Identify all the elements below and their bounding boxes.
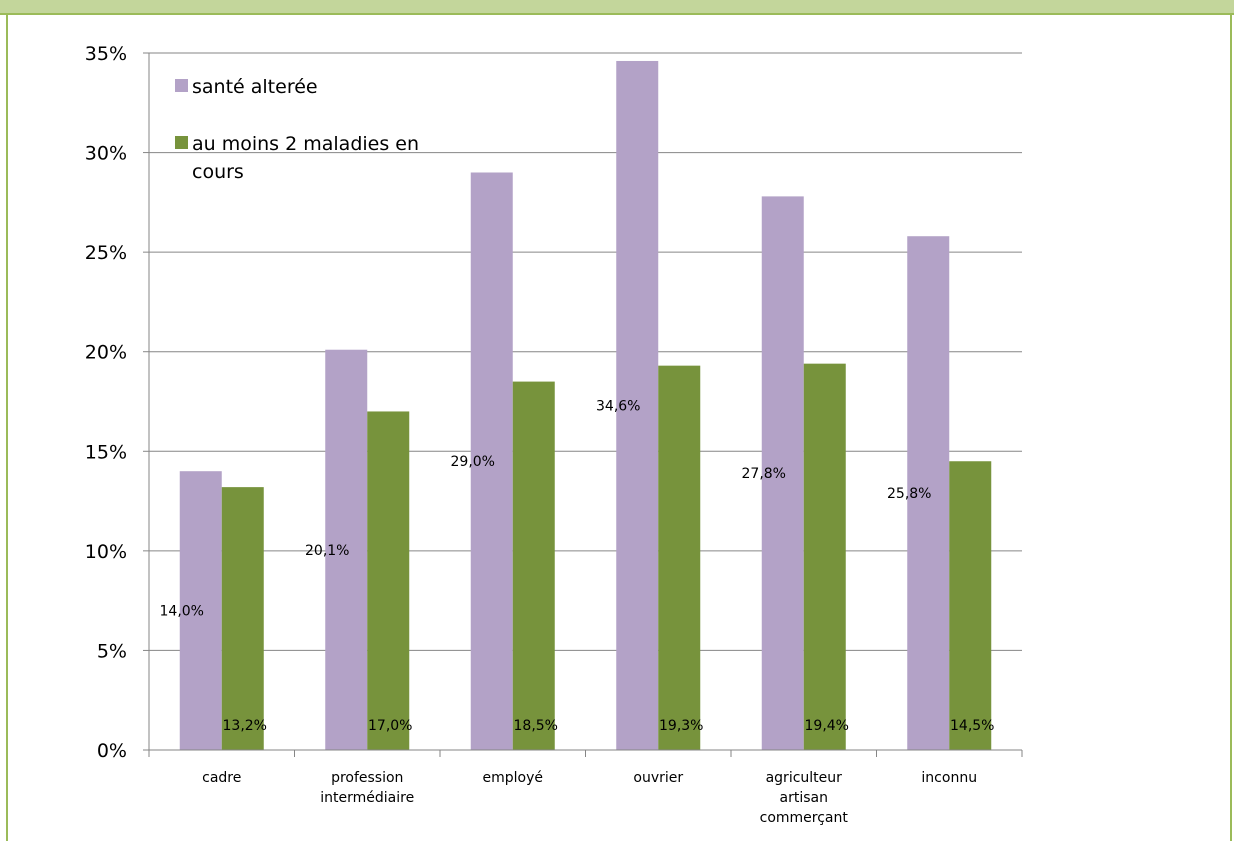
category-label: inconnu [921, 770, 977, 786]
data-label-maladies: 18,5% [514, 718, 558, 734]
data-label-sante-alteree: 34,6% [596, 398, 640, 414]
data-label-maladies: 19,3% [659, 718, 703, 734]
legend-swatch-sante-alteree [175, 79, 188, 92]
y-tick-label: 30% [85, 143, 127, 165]
y-tick-label: 25% [85, 242, 127, 264]
y-tick-label: 35% [85, 43, 127, 65]
bar-maladies [658, 365, 701, 750]
header-band [0, 0, 1234, 15]
bar-sante-alteree [907, 236, 950, 750]
bar-maladies [949, 461, 992, 750]
data-label-maladies: 19,4% [805, 718, 849, 734]
legend-label-sante-alteree: santé alterée [192, 76, 318, 98]
data-label-sante-alteree: 25,8% [887, 486, 931, 502]
y-tick-label: 10% [85, 541, 127, 563]
y-tick-label: 0% [97, 740, 127, 762]
bar-sante-alteree [179, 471, 222, 750]
bar-maladies [221, 487, 264, 750]
right-border [1230, 13, 1232, 841]
legend-swatch-maladies [175, 136, 188, 149]
data-label-maladies: 17,0% [368, 718, 412, 734]
bar-maladies [512, 381, 555, 750]
category-label: employé [483, 770, 544, 786]
y-tick-label: 20% [85, 342, 127, 364]
bar-sante-alteree [470, 172, 513, 750]
axes [143, 52, 1023, 757]
bars [179, 60, 992, 751]
bar-sante-alteree [616, 60, 659, 751]
gridlines [149, 52, 1022, 651]
category-label: profession intermédiaire [320, 770, 414, 806]
legend: santé alterée au moins 2 maladies en cours [175, 76, 419, 183]
category-label: ouvrier [633, 770, 683, 786]
bar-maladies [803, 363, 846, 750]
bar-sante-alteree [761, 196, 804, 750]
category-label: cadre [202, 770, 241, 786]
legend-label-maladies: au moins 2 maladies en cours [192, 133, 419, 183]
x-axis-tick-labels: cadre profession intermédiaire employé ouvri… [202, 770, 977, 826]
data-labels: 14,0% 13,2% 20,1% 17,0% 29,0% 18,5% 34,6% 19,3%… [160, 398, 995, 734]
data-label-maladies: 13,2% [223, 718, 267, 734]
data-label-sante-alteree: 20,1% [305, 543, 349, 559]
y-axis-tick-labels: 0% 5% 10% 15% 20% 25% 30% 35% [85, 43, 127, 762]
data-label-sante-alteree: 14,0% [160, 604, 204, 620]
category-label: agriculteur artisan commerçant [760, 770, 849, 826]
y-tick-label: 5% [97, 640, 127, 662]
data-label-maladies: 14,5% [950, 718, 994, 734]
y-tick-label: 15% [85, 441, 127, 463]
bar-maladies [367, 411, 410, 750]
bar-sante-alteree [325, 349, 368, 750]
data-label-sante-alteree: 27,8% [742, 466, 786, 482]
data-label-sante-alteree: 29,0% [451, 454, 495, 470]
left-border [6, 13, 8, 841]
